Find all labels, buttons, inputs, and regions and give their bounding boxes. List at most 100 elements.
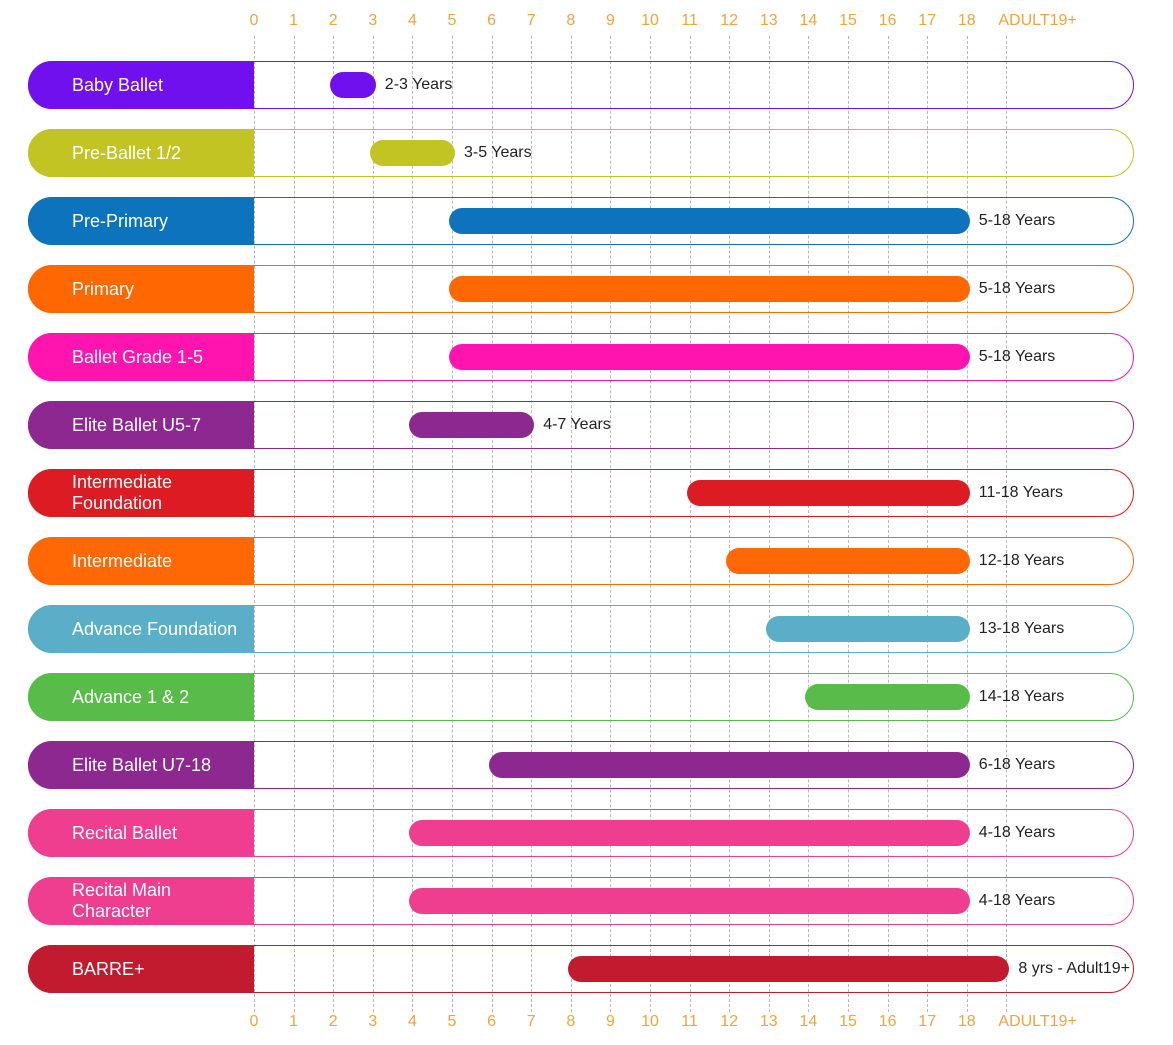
- x-tick-top: 18: [957, 12, 976, 29]
- row-label: Pre-Primary: [28, 197, 254, 245]
- x-tick-bottom: 9: [605, 1013, 615, 1030]
- range-bar: [330, 72, 376, 98]
- range-bar: [409, 820, 970, 846]
- x-tick-bottom: 4: [407, 1013, 417, 1030]
- x-tick-top: 9: [605, 12, 615, 29]
- x-tick-top: 14: [799, 12, 818, 29]
- x-tick-top: 13: [759, 12, 778, 29]
- grid-line: [491, 36, 493, 1012]
- range-label: 13-18 Years: [978, 620, 1065, 637]
- x-tick-top: 2: [328, 12, 338, 29]
- x-tick-bottom: 3: [368, 1013, 378, 1030]
- x-tick-top: 12: [720, 12, 739, 29]
- row-label: Recital Main Character: [28, 877, 254, 925]
- row-label: Pre-Ballet 1/2: [28, 129, 254, 177]
- grid-line: [1006, 36, 1008, 1012]
- grid-line: [333, 36, 335, 1012]
- range-label: 6-18 Years: [978, 756, 1056, 773]
- grid-line: [927, 36, 929, 1012]
- range-bar: [449, 344, 970, 370]
- grid-line: [293, 36, 295, 1012]
- x-tick-bottom: 10: [641, 1013, 659, 1030]
- x-tick-top: 11: [681, 12, 698, 29]
- x-tick-top: 7: [526, 12, 536, 29]
- range-bar: [686, 480, 970, 506]
- range-bar: [449, 208, 970, 234]
- x-tick-top: 0: [249, 12, 259, 29]
- row-label: Elite Ballet U7-18: [28, 741, 254, 789]
- row-label: Ballet Grade 1-5: [28, 333, 254, 381]
- row-label: Baby Ballet: [28, 61, 254, 109]
- x-tick-top: 15: [839, 12, 857, 29]
- x-tick-bottom: 6: [487, 1013, 497, 1030]
- grid-line: [768, 36, 770, 1012]
- x-tick-top: ADULT19+: [998, 12, 1077, 29]
- grid-line: [452, 36, 453, 1012]
- range-bar: [805, 684, 970, 710]
- range-label: 4-7 Years: [543, 416, 611, 433]
- range-bar: [409, 412, 535, 438]
- row-label: Intermediate: [28, 537, 254, 585]
- row-label: Advance Foundation: [28, 605, 254, 653]
- range-label: 2-3 Years: [384, 76, 453, 93]
- x-tick-bottom: 7: [526, 1013, 536, 1030]
- range-label: 5-18 Years: [978, 348, 1056, 365]
- x-tick-top: 8: [566, 12, 576, 29]
- x-tick-bottom: 16: [878, 1013, 897, 1030]
- x-tick-bottom: 0: [249, 1013, 259, 1030]
- x-tick-bottom: 12: [720, 1013, 739, 1030]
- range-bar: [765, 616, 970, 642]
- range-bar: [369, 140, 455, 166]
- row-label: Recital Ballet: [28, 809, 254, 857]
- x-tick-bottom: 18: [957, 1013, 976, 1030]
- grid-line: [650, 36, 651, 1012]
- x-tick-bottom: 2: [328, 1013, 338, 1030]
- range-bar: [726, 548, 970, 574]
- x-tick-top: 17: [918, 12, 937, 29]
- range-bar: [409, 888, 970, 914]
- x-tick-top: 5: [447, 12, 457, 29]
- range-label: 4-18 Years: [978, 892, 1056, 909]
- range-label: 14-18 Years: [978, 688, 1065, 705]
- x-tick-bottom: 1: [289, 1013, 299, 1030]
- x-tick-bottom: ADULT19+: [998, 1013, 1077, 1030]
- grid-line: [966, 36, 968, 1012]
- grid-line: [729, 36, 731, 1012]
- x-tick-bottom: 14: [799, 1013, 818, 1030]
- x-tick-bottom: 17: [918, 1013, 937, 1030]
- x-tick-top: 6: [487, 12, 497, 29]
- grid-line: [848, 36, 849, 1012]
- range-bar: [449, 276, 970, 302]
- range-label: 8 yrs - Adult19+: [1018, 960, 1131, 977]
- row-label: Advance 1 & 2: [28, 673, 254, 721]
- x-tick-bottom: 11: [681, 1013, 698, 1030]
- grid-line: [689, 36, 691, 1012]
- row-label: BARRE+: [28, 945, 254, 993]
- grid-line: [531, 36, 533, 1012]
- x-tick-bottom: 5: [447, 1013, 457, 1030]
- x-tick-bottom: 13: [759, 1013, 778, 1030]
- grid-line: [610, 36, 612, 1012]
- range-label: 11-18 Years: [978, 484, 1064, 501]
- grid-line: [570, 36, 572, 1012]
- range-label: 12-18 Years: [978, 552, 1065, 569]
- row-label: Elite Ballet U5-7: [28, 401, 254, 449]
- range-label: 5-18 Years: [978, 212, 1056, 229]
- grid-line: [372, 36, 374, 1012]
- row-label: Intermediate Foundation: [28, 469, 254, 517]
- grid-line: [254, 36, 255, 1012]
- grid-line: [412, 36, 414, 1012]
- range-bar: [488, 752, 970, 778]
- range-label: 4-18 Years: [978, 824, 1056, 841]
- range-label: 5-18 Years: [978, 280, 1056, 297]
- grid-line: [808, 36, 810, 1012]
- x-tick-top: 10: [641, 12, 659, 29]
- x-tick-bottom: 8: [566, 1013, 576, 1030]
- row-label: Primary: [28, 265, 254, 313]
- x-tick-top: 16: [878, 12, 897, 29]
- grid-line: [887, 36, 889, 1012]
- x-tick-bottom: 15: [839, 1013, 857, 1030]
- x-tick-top: 3: [368, 12, 378, 29]
- range-label: 3-5 Years: [464, 144, 532, 161]
